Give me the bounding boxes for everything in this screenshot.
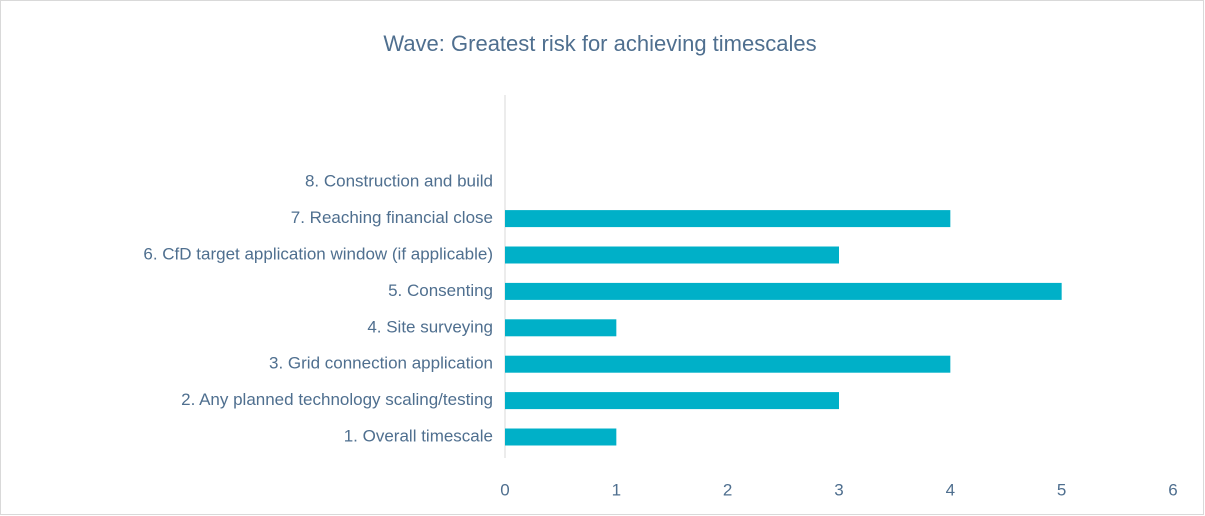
- x-tick-label: 5: [1057, 480, 1066, 499]
- y-tick-label: 3. Grid connection application: [269, 354, 493, 373]
- bar: [505, 282, 1062, 300]
- bar: [505, 392, 839, 410]
- bar: [505, 355, 951, 373]
- chart-title: Wave: Greatest risk for achieving timesc…: [383, 31, 816, 56]
- y-tick-label: 6. CfD target application window (if app…: [143, 244, 493, 263]
- y-tick-label: 7. Reaching financial close: [291, 208, 493, 227]
- bar: [505, 428, 617, 446]
- x-tick-label: 0: [500, 480, 509, 499]
- x-tick-label: 6: [1168, 480, 1177, 499]
- y-tick-label: 1. Overall timescale: [344, 426, 493, 445]
- x-tick-label: 3: [834, 480, 843, 499]
- bar: [505, 210, 951, 228]
- bar: [505, 319, 617, 337]
- y-tick-label: 8. Construction and build: [305, 172, 493, 191]
- x-tick-label: 1: [612, 480, 621, 499]
- y-tick-label: 4. Site surveying: [367, 317, 493, 336]
- bar: [505, 246, 839, 264]
- x-tick-label: 4: [946, 480, 955, 499]
- y-tick-label: 5. Consenting: [388, 281, 493, 300]
- y-tick-label: 2. Any planned technology scaling/testin…: [181, 390, 493, 409]
- x-tick-label: 2: [723, 480, 732, 499]
